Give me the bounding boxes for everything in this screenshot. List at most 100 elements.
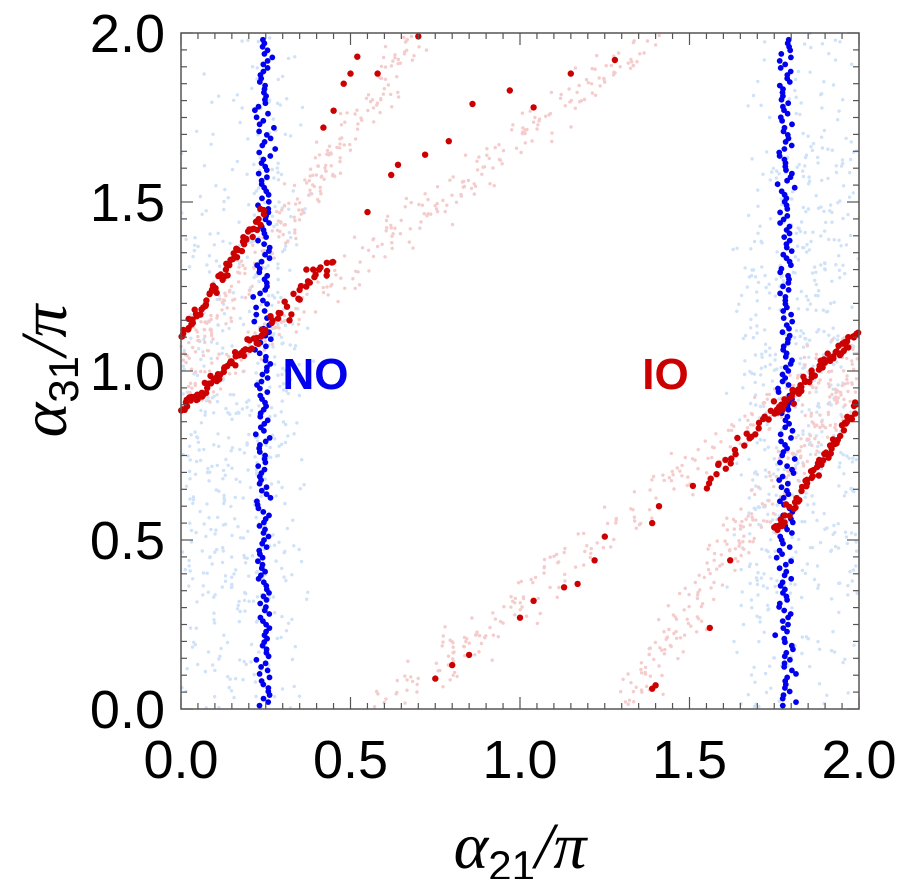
no-background-point — [272, 695, 277, 699]
io-background-point — [603, 80, 607, 84]
io-background-point — [270, 326, 275, 330]
io-background-point — [441, 640, 445, 644]
no-background-point — [755, 324, 759, 328]
io-background-point — [817, 381, 821, 385]
io-background-point — [282, 319, 286, 323]
io-background-point — [614, 521, 618, 525]
io-background-point — [379, 64, 384, 69]
io-background-point — [715, 539, 719, 543]
io-background-point — [635, 60, 639, 64]
no-background-point — [286, 621, 291, 625]
io-background-point — [843, 403, 847, 407]
io-background-point — [513, 596, 517, 600]
io-background-point — [191, 345, 195, 350]
io-background-point — [842, 397, 846, 401]
io-background-point — [751, 540, 755, 544]
io-background-point — [409, 675, 413, 679]
no-background-point — [833, 38, 838, 42]
no-background-point — [837, 109, 841, 113]
no-highlight-point — [261, 537, 267, 543]
io-background-point — [209, 313, 213, 318]
io-highlight-point — [465, 651, 473, 659]
no-background-point — [849, 157, 853, 162]
io-background-point — [342, 254, 347, 258]
io-background-point — [276, 219, 280, 223]
no-background-point — [735, 246, 739, 250]
io-background-point — [751, 423, 756, 427]
no-highlight-point — [784, 674, 791, 681]
io-background-point — [850, 359, 854, 363]
io-highlight-point — [290, 290, 297, 297]
no-background-point — [272, 224, 276, 229]
no-background-point — [768, 346, 772, 350]
io-background-point — [484, 634, 488, 638]
no-background-point — [284, 369, 288, 373]
io-background-point — [418, 226, 422, 230]
no-background-point — [816, 586, 820, 590]
no-background-point — [775, 579, 779, 583]
no-background-point — [841, 216, 845, 221]
no-background-point — [813, 278, 817, 283]
no-highlight-point — [262, 82, 268, 89]
no-background-point — [748, 562, 752, 566]
no-background-point — [804, 294, 809, 298]
io-background-point — [186, 384, 191, 389]
no-background-point — [742, 372, 747, 377]
io-background-point — [612, 537, 616, 542]
no-highlight-point — [258, 487, 265, 494]
io-background-point — [320, 174, 324, 178]
no-background-point — [223, 579, 228, 583]
io-background-point — [737, 544, 741, 548]
io-background-point — [680, 463, 684, 468]
no-highlight-point — [787, 611, 794, 617]
io-background-point — [548, 585, 552, 590]
no-background-point — [232, 572, 236, 576]
no-background-point — [212, 411, 216, 415]
io-background-point — [308, 174, 312, 178]
no-background-point — [822, 80, 826, 84]
no-background-point — [212, 618, 216, 622]
io-background-point — [813, 424, 817, 429]
no-background-point — [770, 379, 775, 383]
no-background-point — [846, 584, 850, 588]
io-highlight-point — [727, 460, 734, 467]
io-background-point — [795, 376, 800, 380]
io-background-point — [706, 547, 710, 551]
no-background-point — [278, 103, 282, 107]
no-highlight-point — [254, 498, 260, 505]
no-background-point — [241, 678, 245, 682]
no-highlight-point — [779, 371, 786, 378]
io-background-point — [305, 292, 309, 296]
io-background-point — [451, 651, 455, 655]
no-highlight-point — [253, 304, 259, 311]
no-highlight-point — [782, 586, 788, 593]
io-background-point — [726, 428, 731, 432]
no-highlight-point — [777, 431, 784, 438]
io-background-point — [595, 541, 599, 545]
no-highlight-point — [783, 649, 790, 656]
no-highlight-point — [256, 671, 263, 677]
io-background-point — [233, 297, 237, 301]
io-background-point — [689, 624, 693, 628]
no-background-point — [207, 479, 211, 483]
no-background-point — [193, 472, 198, 476]
io-background-point — [840, 383, 844, 388]
no-background-point — [788, 582, 793, 586]
no-background-point — [193, 236, 197, 240]
no-background-point — [755, 562, 759, 567]
io-background-point — [829, 369, 834, 373]
no-background-point — [731, 247, 735, 252]
io-background-point — [378, 110, 382, 115]
io-background-point — [557, 585, 561, 590]
no-background-point — [288, 343, 292, 347]
io-background-point — [642, 51, 646, 55]
io-highlight-point — [260, 206, 267, 214]
io-background-point — [422, 212, 426, 216]
no-background-point — [212, 621, 217, 625]
no-background-point — [757, 522, 761, 527]
no-background-point — [247, 203, 251, 207]
no-background-point — [758, 615, 762, 620]
no-background-point — [808, 338, 812, 342]
no-background-point — [206, 650, 211, 654]
no-background-point — [735, 650, 739, 655]
